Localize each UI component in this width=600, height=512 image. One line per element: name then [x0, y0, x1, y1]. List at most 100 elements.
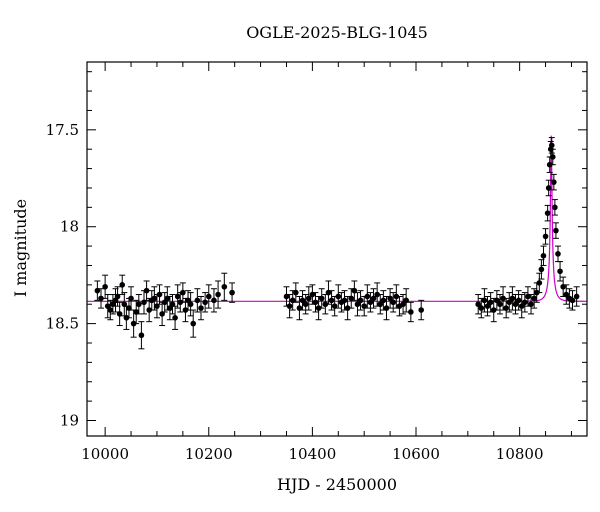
data-point: [475, 301, 481, 308]
data-point: [331, 303, 338, 309]
data-point: [377, 301, 384, 308]
x-tick-label: 10600: [392, 445, 440, 463]
data-point: [500, 295, 506, 302]
data-point: [315, 305, 322, 311]
data-point: [116, 311, 123, 317]
y-tick-label: 17.5: [46, 121, 79, 139]
data-point: [361, 303, 368, 309]
data-point: [98, 295, 104, 302]
data-point: [94, 287, 101, 294]
data-point: [318, 295, 325, 302]
data-point: [133, 309, 140, 315]
x-tick-label: 10000: [81, 445, 129, 463]
y-tick-label: 18: [60, 218, 79, 236]
y-tick-label: 18.5: [46, 315, 79, 333]
data-point: [393, 293, 400, 300]
data-point: [497, 301, 503, 308]
data-point: [107, 307, 114, 313]
data-point: [403, 297, 409, 304]
data-point: [573, 293, 580, 300]
data-point: [128, 295, 134, 302]
data-point: [121, 301, 128, 308]
data-point: [154, 303, 160, 309]
data-point: [335, 293, 342, 300]
data-point: [531, 295, 537, 302]
data-point: [546, 161, 553, 168]
data-point: [119, 282, 126, 288]
data-point: [522, 299, 528, 306]
data-point: [215, 291, 221, 298]
data-point: [357, 297, 364, 304]
data-point: [536, 280, 543, 286]
data-point: [299, 297, 306, 304]
data-point: [205, 293, 212, 300]
data-point: [344, 305, 351, 311]
x-axis-label: HJD - 2450000: [277, 475, 397, 494]
data-point: [515, 297, 522, 304]
data-point: [518, 303, 525, 309]
data-point: [540, 252, 547, 259]
data-point: [169, 301, 176, 308]
data-point: [305, 295, 312, 302]
data-point: [551, 179, 557, 185]
data-point: [481, 297, 488, 304]
y-axis-label: I magnitude: [11, 199, 30, 297]
data-point: [296, 305, 303, 311]
data-point: [548, 142, 555, 149]
data-point: [370, 295, 377, 302]
data-point: [309, 291, 316, 298]
data-point: [302, 301, 309, 308]
data-point: [211, 297, 217, 304]
data-point: [283, 293, 290, 300]
data-point: [550, 154, 556, 160]
data-point: [563, 291, 570, 298]
data-point: [367, 299, 374, 306]
data-point: [143, 287, 150, 294]
data-point: [114, 293, 121, 300]
data-point: [400, 301, 406, 308]
data-point: [351, 287, 358, 294]
data-point: [569, 297, 576, 304]
data-point: [293, 289, 299, 296]
data-point: [136, 301, 142, 308]
data-point: [374, 291, 380, 298]
data-point: [126, 305, 132, 311]
data-point: [544, 210, 551, 216]
data-point: [484, 303, 491, 309]
data-point: [408, 309, 414, 315]
data-point: [202, 299, 208, 306]
data-point: [159, 311, 165, 317]
data-point: [180, 289, 186, 296]
data-point: [380, 297, 387, 304]
data-point: [490, 307, 497, 313]
data-point: [286, 303, 293, 309]
data-point: [348, 295, 355, 302]
data-point: [102, 283, 108, 290]
data-point: [383, 305, 390, 311]
plot-frame: [86, 61, 588, 437]
data-point: [512, 301, 519, 308]
data-point: [553, 227, 559, 234]
data-point: [542, 233, 549, 240]
data-point: [487, 299, 494, 306]
data-point: [341, 297, 348, 304]
data-point: [555, 251, 561, 257]
x-tick-label: 10200: [185, 445, 233, 463]
data-point: [312, 299, 319, 306]
data-point: [229, 289, 235, 296]
data-point: [560, 283, 566, 290]
data-point: [418, 307, 424, 313]
data-point: [187, 301, 194, 308]
chart-title: OGLE-2025-BLG-1045: [246, 23, 428, 42]
data-point: [354, 301, 361, 308]
data-point: [194, 297, 201, 304]
data-point: [503, 305, 509, 311]
data-point: [141, 299, 147, 306]
data-point: [151, 295, 158, 302]
model-curve: [87, 135, 587, 302]
data-point: [328, 297, 335, 304]
data-point: [545, 185, 552, 191]
data-point: [174, 293, 181, 300]
plot-area: 10000 10200 10400 10600 10800 17.5 18 18.5 19: [46, 62, 587, 463]
